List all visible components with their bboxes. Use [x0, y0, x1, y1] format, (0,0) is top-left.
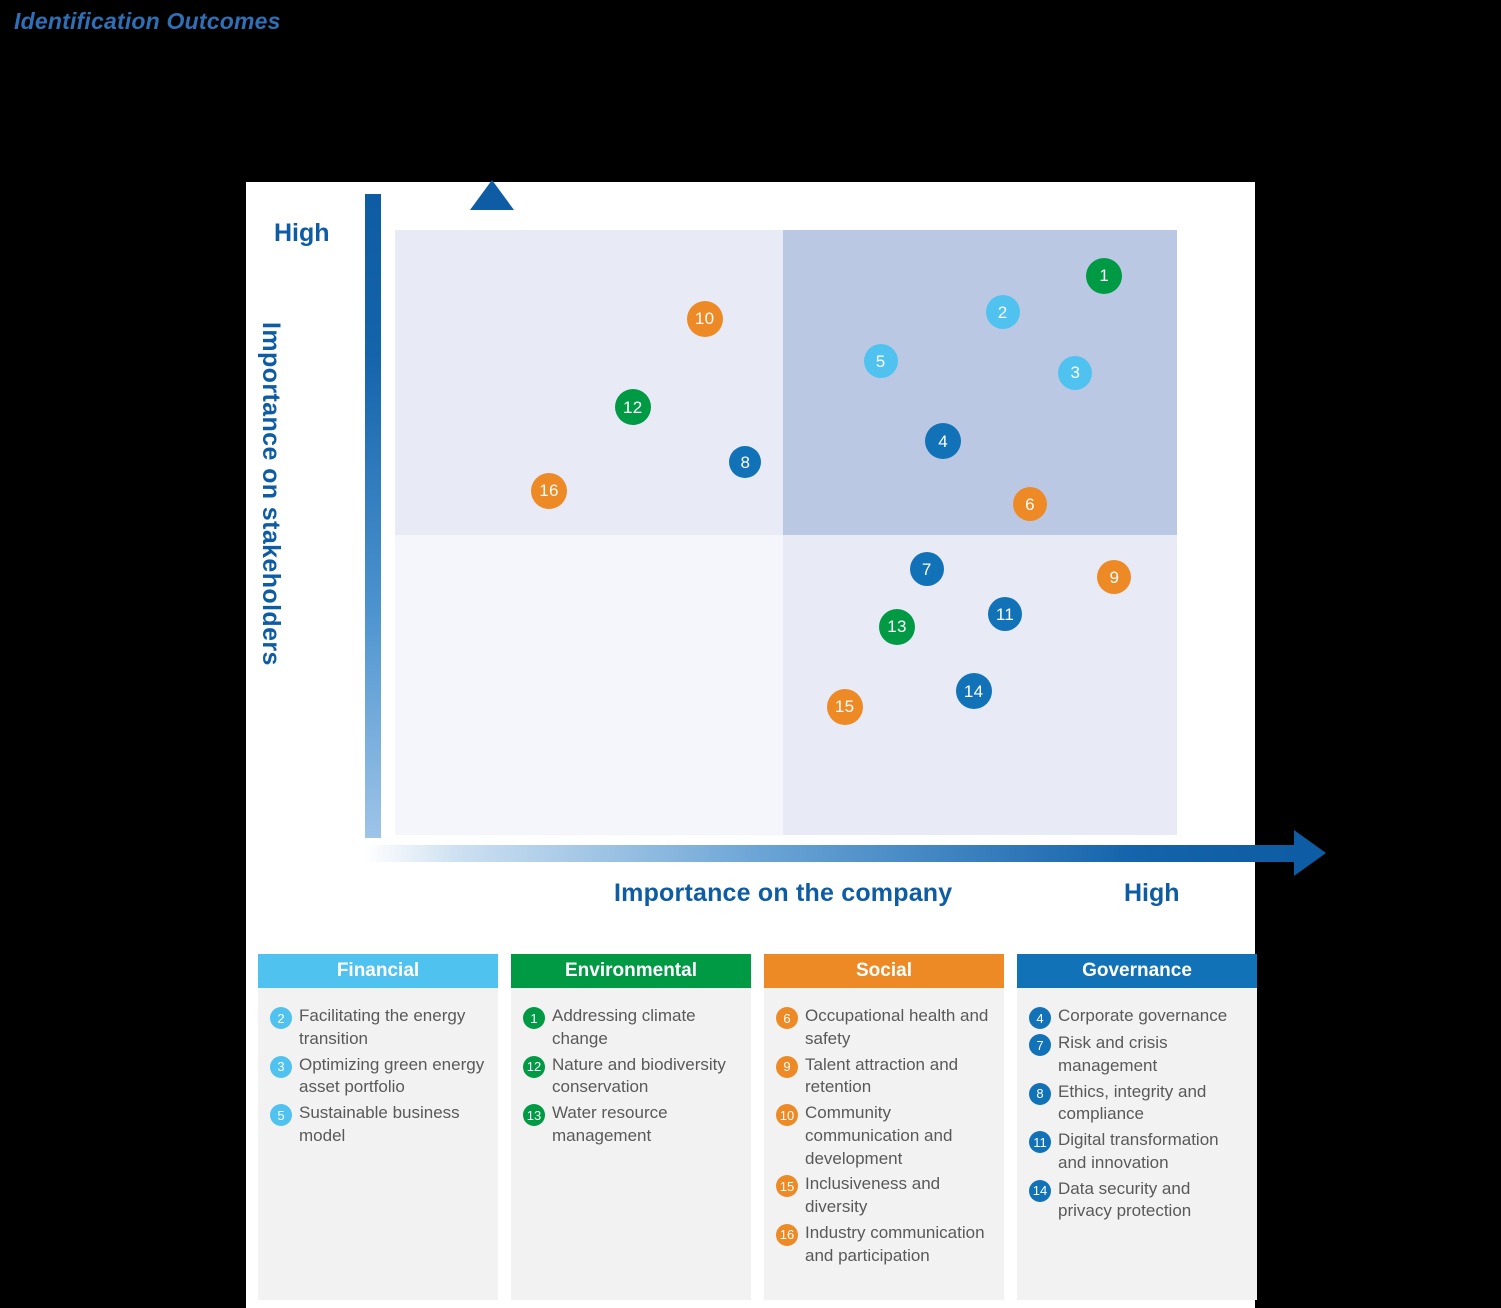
- legend-item-label: Water resource management: [552, 1103, 668, 1145]
- legend-header-financial: Financial: [258, 954, 498, 988]
- legend-badge-1: 1: [523, 1007, 545, 1029]
- legend-item[interactable]: 2 Facilitating the energy transition: [270, 1005, 488, 1051]
- bubble-13[interactable]: 13: [879, 608, 916, 645]
- bubble-8[interactable]: 8: [729, 446, 762, 479]
- legend-header-environmental: Environmental: [511, 954, 751, 988]
- legend-item[interactable]: 5 Sustainable business model: [270, 1102, 488, 1148]
- chart-card: High Importance on stakeholders Importan…: [246, 180, 1326, 1308]
- legend-body-financial: 2 Facilitating the energy transition 3 Opti…: [258, 988, 498, 1300]
- y-axis-high-label: High: [274, 219, 330, 247]
- bubble-14[interactable]: 14: [955, 673, 992, 709]
- legend-item[interactable]: 3 Optimizing green energy asset portfolio: [270, 1054, 488, 1100]
- bubble-6[interactable]: 6: [1012, 487, 1047, 522]
- bubble-10[interactable]: 10: [686, 300, 723, 337]
- x-axis-title: Importance on the company: [614, 879, 953, 907]
- legend-column-governance: Governance 4 Corporate governance 7 Risk and…: [1017, 954, 1257, 1300]
- legend-item-label: Industry communication and participation: [805, 1222, 985, 1265]
- legend-item[interactable]: 8 Ethics, integrity and compliance: [1029, 1081, 1247, 1127]
- legend-badge-15: 15: [776, 1175, 798, 1198]
- bubble-5[interactable]: 5: [863, 344, 898, 379]
- bubble-1[interactable]: 1: [1086, 257, 1123, 294]
- y-axis-arrow-head: [470, 180, 514, 210]
- bubble-9[interactable]: 9: [1097, 560, 1132, 595]
- legend-item-label: Data security and privacy protection: [1058, 1178, 1192, 1221]
- bubble-7[interactable]: 7: [909, 552, 944, 587]
- legend-badge-16: 16: [776, 1223, 798, 1246]
- materiality-chart: High Importance on stakeholders Importan…: [246, 180, 1326, 927]
- legend-badge-10: 10: [776, 1104, 798, 1127]
- quadrant-low-company-high-stakeholders: [395, 230, 783, 535]
- legend-item-label: Sustainable business model: [299, 1103, 460, 1145]
- legend-badge-6: 6: [776, 1007, 798, 1029]
- legend-item-label: Facilitating the energy transition: [299, 1006, 466, 1048]
- category-legend: Financial 2 Facilitating the energy transi…: [258, 954, 1258, 1300]
- legend-item[interactable]: 4 Corporate governance: [1029, 1005, 1247, 1029]
- legend-body-environmental: 1 Addressing climate change 12 Nature and b…: [511, 988, 751, 1300]
- legend-item-label: Inclusiveness and diversity: [805, 1174, 941, 1217]
- legend-item-label: Digital transformation and innovation: [1058, 1130, 1219, 1172]
- legend-badge-8: 8: [1029, 1082, 1051, 1105]
- bubble-3[interactable]: 3: [1058, 355, 1093, 390]
- bubble-2[interactable]: 2: [985, 295, 1020, 330]
- legend-item-label: Community communication and development: [805, 1103, 953, 1168]
- legend-item-label: Addressing climate change: [552, 1006, 696, 1048]
- legend-item[interactable]: 9 Talent attraction and retention: [776, 1054, 994, 1100]
- legend-item[interactable]: 6 Occupational health and safety: [776, 1005, 994, 1051]
- legend-badge-4: 4: [1029, 1007, 1051, 1029]
- quadrant-low-company-low-stakeholders: [395, 535, 783, 835]
- y-axis-title: Importance on stakeholders: [257, 322, 285, 666]
- x-axis-high-label: High: [1124, 879, 1180, 907]
- legend-column-environmental: Environmental 1 Addressing climate change 1…: [511, 954, 751, 1300]
- legend-badge-2: 2: [270, 1007, 292, 1029]
- legend-item-label: Risk and crisis management: [1058, 1033, 1168, 1075]
- legend-item[interactable]: 1 Addressing climate change: [523, 1005, 741, 1051]
- legend-badge-12: 12: [523, 1055, 545, 1078]
- legend-item[interactable]: 15 Inclusiveness and diversity: [776, 1173, 994, 1219]
- legend-item[interactable]: 12 Nature and biodiversity conservation: [523, 1054, 741, 1100]
- legend-header-governance: Governance: [1017, 954, 1257, 988]
- legend-item[interactable]: 13 Water resource management: [523, 1102, 741, 1148]
- plot-area: 1 2 3 4 5 6 7 8 9 10 11 12 13 14 15 16: [395, 230, 1177, 835]
- bubble-15[interactable]: 15: [826, 688, 863, 725]
- legend-badge-3: 3: [270, 1055, 292, 1078]
- legend-body-social: 6 Occupational health and safety 9 Talent a…: [764, 988, 1004, 1300]
- bubble-12[interactable]: 12: [614, 389, 651, 426]
- x-axis-arrow-shaft: [365, 845, 1301, 862]
- bubble-11[interactable]: 11: [987, 597, 1022, 632]
- x-axis-arrow-head: [1294, 830, 1326, 876]
- legend-item-label: Occupational health and safety: [805, 1006, 989, 1048]
- legend-item-label: Ethics, integrity and compliance: [1058, 1081, 1207, 1124]
- legend-item-label: Optimizing green energy asset portfolio: [299, 1054, 485, 1097]
- y-axis-arrow-shaft: [365, 180, 514, 838]
- legend-column-social: Social 6 Occupational health and safety 9 Ta…: [764, 954, 1004, 1300]
- bubble-4[interactable]: 4: [925, 423, 962, 460]
- legend-item-label: Nature and biodiversity conservation: [552, 1054, 726, 1097]
- bubble-16[interactable]: 16: [531, 472, 568, 509]
- legend-item[interactable]: 11 Digital transformation and innovation: [1029, 1129, 1247, 1175]
- legend-badge-9: 9: [776, 1055, 798, 1078]
- legend-badge-5: 5: [270, 1104, 292, 1127]
- legend-badge-14: 14: [1029, 1179, 1051, 1202]
- legend-item-label: Corporate governance: [1058, 1006, 1228, 1025]
- legend-item[interactable]: 14 Data security and privacy protection: [1029, 1178, 1247, 1224]
- page-title: Identification Outcomes: [14, 8, 281, 34]
- legend-item[interactable]: 7 Risk and crisis management: [1029, 1032, 1247, 1078]
- legend-item-label: Talent attraction and retention: [805, 1054, 959, 1097]
- legend-badge-11: 11: [1029, 1131, 1051, 1154]
- legend-item[interactable]: 16 Industry communication and participati…: [776, 1222, 994, 1268]
- legend-item[interactable]: 10 Community communication and developmen…: [776, 1102, 994, 1170]
- legend-column-financial: Financial 2 Facilitating the energy transi…: [258, 954, 498, 1300]
- legend-badge-13: 13: [523, 1104, 545, 1127]
- legend-body-governance: 4 Corporate governance 7 Risk and crisis ma…: [1017, 988, 1257, 1300]
- legend-header-social: Social: [764, 954, 1004, 988]
- legend-badge-7: 7: [1029, 1034, 1051, 1056]
